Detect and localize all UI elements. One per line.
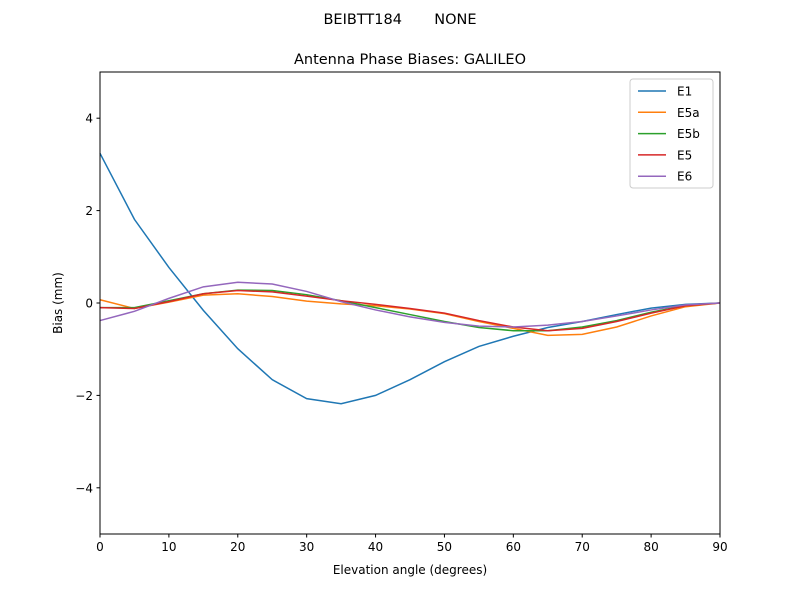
x-tick-label: 90 <box>712 540 727 554</box>
x-tick-label: 70 <box>575 540 590 554</box>
series-line-E5 <box>99 289 721 332</box>
chart-title: Antenna Phase Biases: GALILEO <box>294 52 526 68</box>
series-line-E6 <box>99 281 721 328</box>
x-tick-label: 10 <box>161 540 176 554</box>
x-tick-label: 40 <box>368 540 383 554</box>
legend-box <box>629 78 714 189</box>
x-tick-label: 0 <box>96 540 104 554</box>
y-axis-label: Bias (mm) <box>51 272 65 334</box>
plot-frame <box>99 71 721 535</box>
figure-suptitle: BEIBTT184 NONE <box>323 12 476 28</box>
legend-label-E5: E5 <box>677 148 692 162</box>
y-tick-label: 4 <box>85 112 93 126</box>
y-tick-label: −4 <box>75 481 93 495</box>
x-tick-label: 20 <box>230 540 245 554</box>
legend: E1 E5a E5b E5 E6 <box>629 78 714 189</box>
series-line-E1 <box>99 152 721 405</box>
x-axis-label: Elevation angle (degrees) <box>333 563 487 577</box>
legend-label-E5b: E5b <box>677 127 700 141</box>
y-tick-label: −2 <box>75 389 93 403</box>
legend-label-E5a: E5a <box>677 106 700 120</box>
x-tick-label: 60 <box>506 540 521 554</box>
y-tick-label: 0 <box>85 297 93 311</box>
x-tick-label: 50 <box>437 540 452 554</box>
x-tick-label: 80 <box>643 540 658 554</box>
legend-label-E1: E1 <box>677 85 692 99</box>
y-tick-label: 2 <box>85 204 93 218</box>
x-tick-label: 30 <box>299 540 314 554</box>
legend-label-E6: E6 <box>677 170 692 184</box>
